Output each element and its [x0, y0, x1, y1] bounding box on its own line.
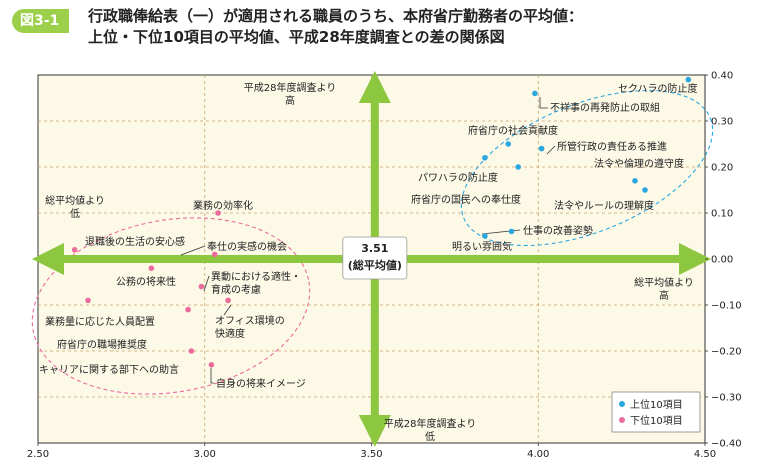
bottom10-point — [198, 283, 205, 290]
top10-point — [482, 155, 488, 161]
point-label: 奉仕の実感の機会 — [207, 240, 287, 253]
top10-point — [632, 178, 638, 184]
x-tick-label: 2.50 — [27, 449, 49, 460]
point-label: オフィス環境の — [215, 314, 285, 327]
figure-title: 行政職俸給表（一）が適用される職員のうち、本府省庁勤務者の平均値： 上位・下位1… — [88, 6, 748, 48]
top10-ellipse — [460, 89, 714, 247]
y-tick-label: −0.20 — [711, 347, 742, 358]
bottom10-point — [185, 306, 191, 313]
point-label: セクハラの防止度 — [618, 82, 698, 95]
group-ellipses — [31, 89, 714, 395]
bottom10-point — [71, 247, 78, 253]
axis-label-bottom-line2: 低 — [425, 430, 435, 443]
point-label: 府省庁の職場推奨度 — [57, 338, 147, 351]
y-tick-label: −0.10 — [711, 301, 742, 312]
y-tick-label: 0.30 — [711, 117, 733, 128]
tick-labels: 2.50 3.00 3.50 4.00 4.50 0.40 0.30 0.20 0.10 0.00… — [27, 71, 742, 461]
point-label: 所管行政の責任ある推進 — [557, 140, 667, 153]
figure-title-line2: 上位・下位10項目の平均値、平成28年度調査との差の関係図 — [88, 28, 505, 46]
point-label: 明るい雰囲気 — [452, 240, 512, 253]
legend-entry-top10: 上位10項目 — [630, 398, 683, 411]
point-label-line2: 快適度 — [215, 327, 245, 340]
axis-label-top-line2: 高 — [285, 94, 295, 107]
bottom10-point — [211, 251, 218, 258]
point-label: 業務の効率化 — [193, 199, 253, 212]
bottom10-point — [188, 348, 195, 354]
point-labels: セクハラの防止度不祥事の再発防止の取組府省庁の社会貢献度所管行政の責任ある推進法… — [39, 82, 698, 390]
axis-label-right-line1: 総平均値より — [634, 276, 694, 289]
point-label: 仕事の改善姿勢 — [523, 224, 593, 237]
leader-line — [223, 304, 232, 316]
leader-lines — [180, 97, 556, 384]
center-average-value: 3.51 — [361, 242, 388, 255]
point-label: 公務の将来性 — [116, 275, 176, 288]
center-average-text: (総平均値) — [348, 258, 402, 272]
axis-label-left-line1: 総平均値より — [45, 194, 105, 207]
x-tick-label: 4.50 — [694, 449, 716, 460]
leader-line — [210, 368, 214, 384]
data-points — [71, 76, 692, 368]
x-tick-label: 3.50 — [360, 449, 382, 460]
point-label: 法令や倫理の遵守度 — [594, 157, 684, 170]
top10-point — [505, 141, 512, 147]
y-tick-label: 0.10 — [711, 209, 733, 220]
top10-point — [508, 228, 515, 235]
point-label-line2: 育成の考慮 — [211, 283, 261, 296]
y-tick-label: 0.20 — [711, 163, 733, 174]
legend-entry-bottom10: 下位10項目 — [630, 414, 683, 427]
leader-line — [203, 275, 210, 292]
point-label: 不祥事の再発防止の取組 — [550, 101, 660, 114]
point-label: 法令やルールの理解度 — [554, 199, 654, 212]
y-tick-label: 0.00 — [711, 255, 733, 266]
top10-point — [482, 233, 488, 239]
leader-line — [539, 97, 548, 109]
y-tick-label: −0.30 — [711, 393, 742, 404]
top10-point — [532, 90, 538, 97]
legend-marker-bottom10 — [619, 417, 625, 423]
figure-header: 図3-1 行政職俸給表（一）が適用される職員のうち、本府省庁勤務者の平均値： 上… — [0, 0, 760, 60]
top10-point — [538, 145, 545, 152]
top10-point — [685, 76, 692, 83]
leader-line — [546, 145, 556, 155]
point-label: キャリアに関する部下への助言 — [39, 363, 179, 376]
bottom10-point — [225, 297, 231, 304]
leader-line — [180, 245, 206, 256]
x-tick-label: 4.00 — [527, 449, 549, 460]
bottom10-point — [208, 362, 215, 368]
y-tick-label: 0.40 — [711, 71, 733, 82]
x-tick-label: 3.00 — [194, 449, 216, 460]
point-label: 府省庁の社会貢献度 — [468, 124, 558, 137]
figure-label-badge: 図3-1 — [12, 9, 70, 33]
figure-title-line1: 行政職俸給表（一）が適用される職員のうち、本府省庁勤務者の平均値： — [88, 7, 584, 25]
axis-label-top-line1: 平成28年度調査より — [244, 81, 337, 94]
point-label: 自身の将来イメージ — [216, 377, 306, 390]
bottom10-point — [148, 265, 155, 272]
point-label: 異動における適性・ — [211, 270, 301, 283]
center-average-box: 3.51 (総平均値) — [342, 236, 408, 280]
quadrant-axis-labels: 平成28年度調査より 高 平成28年度調査より 低 総平均値より 低 総平均値よ… — [45, 81, 694, 443]
bottom10-ellipse — [31, 217, 311, 395]
point-label: パワハラの防止度 — [418, 171, 498, 184]
top10-point — [515, 164, 522, 170]
axis-label-right-line2: 高 — [659, 289, 669, 302]
legend: 上位10項目 下位10項目 — [611, 391, 701, 433]
y-tick-label: −0.40 — [711, 439, 742, 450]
bottom10-point — [215, 210, 221, 216]
legend-marker-top10 — [619, 401, 625, 407]
axis-label-left-line2: 低 — [70, 207, 80, 220]
top10-point — [642, 187, 648, 193]
point-label: 退職後の生活の安心感 — [85, 235, 185, 248]
axis-label-bottom-line1: 平成28年度調査より — [384, 417, 477, 430]
point-label: 府省庁の国民への奉仕度 — [411, 193, 521, 206]
point-label: 業務量に応じた人員配置 — [45, 315, 155, 328]
bottom10-point — [85, 297, 91, 304]
